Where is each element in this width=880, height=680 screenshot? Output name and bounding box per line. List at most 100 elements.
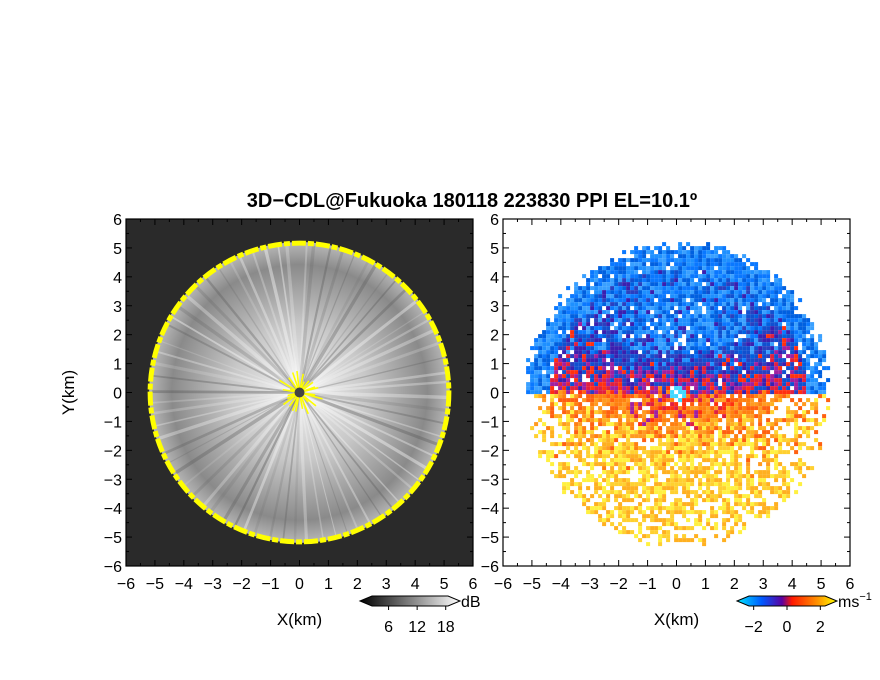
velocity-pixel — [682, 314, 687, 319]
velocity-pixel — [794, 422, 799, 427]
velocity-pixel — [782, 390, 787, 395]
velocity-pixel — [590, 358, 595, 363]
velocity-pixel — [622, 290, 627, 295]
velocity-pixel — [614, 330, 619, 335]
velocity-pixel — [762, 358, 767, 363]
velocity-pixel — [622, 410, 627, 415]
velocity-pixel — [654, 246, 659, 251]
velocity-pixel — [642, 514, 647, 519]
velocity-pixel — [582, 302, 587, 307]
velocity-pixel — [590, 406, 595, 411]
velocity-pixel — [746, 282, 751, 287]
velocity-pixel — [662, 378, 667, 383]
velocity-pixel — [578, 350, 583, 355]
velocity-pixel — [710, 446, 715, 451]
velocity-pixel — [586, 418, 591, 423]
velocity-pixel — [814, 378, 819, 383]
velocity-pixel — [638, 390, 643, 395]
velocity-pixel — [586, 310, 591, 315]
velocity-pixel — [730, 426, 735, 431]
velocity-pixel — [814, 398, 819, 403]
velocity-pixel — [730, 266, 735, 271]
velocity-pixel — [754, 390, 759, 395]
velocity-pixel — [730, 354, 735, 359]
x-tick-label: 2 — [353, 576, 362, 593]
velocity-pixel — [686, 266, 691, 271]
velocity-pixel — [606, 382, 611, 387]
velocity-pixel — [730, 390, 735, 395]
velocity-pixel — [566, 358, 571, 363]
velocity-pixel — [682, 322, 687, 327]
velocity-pixel — [566, 438, 571, 443]
velocity-pixel — [554, 306, 559, 311]
velocity-pixel — [638, 362, 643, 367]
velocity-pixel — [806, 358, 811, 363]
velocity-pixel — [810, 446, 815, 451]
velocity-pixel — [738, 514, 743, 519]
velocity-pixel — [666, 390, 671, 395]
velocity-pixel — [582, 410, 587, 415]
velocity-pixel — [634, 250, 639, 255]
velocity-pixel — [670, 398, 675, 403]
velocity-pixel — [590, 350, 595, 355]
velocity-pixel — [714, 290, 719, 295]
velocity-pixel — [598, 382, 603, 387]
velocity-pixel — [566, 314, 571, 319]
velocity-pixel — [742, 418, 747, 423]
velocity-pixel — [686, 422, 691, 427]
velocity-pixel — [690, 278, 695, 283]
velocity-pixel — [542, 386, 547, 391]
snr-image — [126, 219, 473, 566]
velocity-pixel — [706, 270, 711, 275]
velocity-pixel — [606, 470, 611, 475]
velocity-pixel — [738, 362, 743, 367]
velocity-pixel — [642, 342, 647, 347]
velocity-pixel — [758, 298, 763, 303]
velocity-pixel — [550, 346, 555, 351]
velocity-pixel — [702, 538, 707, 543]
velocity-pixel — [654, 270, 659, 275]
velocity-pixel — [778, 426, 783, 431]
velocity-pixel — [722, 506, 727, 511]
velocity-pixel — [718, 442, 723, 447]
velocity-pixel — [746, 270, 751, 275]
velocity-pixel — [762, 394, 767, 399]
velocity-pixel — [586, 302, 591, 307]
velocity-pixel — [786, 374, 791, 379]
velocity-pixel — [686, 362, 691, 367]
velocity-pixel — [698, 454, 703, 459]
velocity-pixel — [758, 270, 763, 275]
velocity-pixel — [650, 370, 655, 375]
velocity-pixel — [726, 402, 731, 407]
velocity-pixel — [566, 302, 571, 307]
velocity-pixel — [650, 394, 655, 399]
velocity-pixel — [582, 370, 587, 375]
velocity-pixel — [738, 414, 743, 419]
velocity-pixel — [662, 326, 667, 331]
velocity-pixel — [622, 338, 627, 343]
velocity-pixel — [734, 390, 739, 395]
velocity-pixel — [754, 430, 759, 435]
velocity-pixel — [614, 506, 619, 511]
velocity-pixel — [782, 326, 787, 331]
velocity-pixel — [750, 330, 755, 335]
velocity-pixel — [642, 534, 647, 539]
velocity-pixel — [626, 454, 631, 459]
velocity-pixel — [738, 518, 743, 523]
velocity-pixel — [602, 490, 607, 495]
velocity-pixel — [730, 374, 735, 379]
velocity-pixel — [594, 366, 599, 371]
velocity-pixel — [606, 314, 611, 319]
velocity-pixel — [646, 314, 651, 319]
velocity-pixel — [594, 362, 599, 367]
velocity-pixel — [658, 482, 663, 487]
velocity-pixel — [750, 366, 755, 371]
velocity-pixel — [718, 438, 723, 443]
velocity-pixel — [698, 410, 703, 415]
velocity-pixel — [642, 410, 647, 415]
velocity-pixel — [586, 470, 591, 475]
velocity-pixel — [702, 354, 707, 359]
velocity-pixel — [766, 290, 771, 295]
velocity-pixel — [710, 302, 715, 307]
